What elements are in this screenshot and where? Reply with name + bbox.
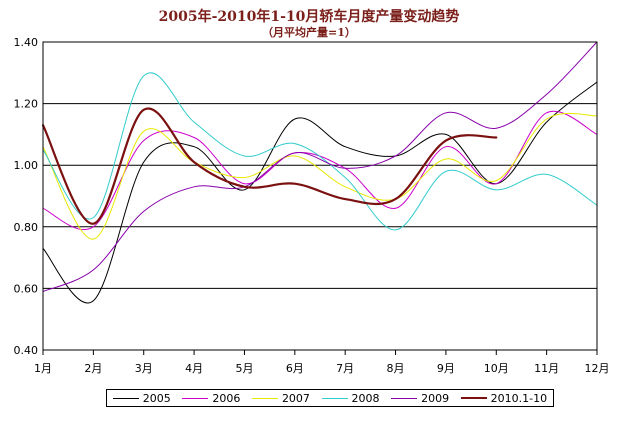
x-tick-label: 1月 xyxy=(34,362,52,375)
y-tick-label: 1.20 xyxy=(14,98,39,111)
x-tick-label: 2月 xyxy=(84,362,102,375)
x-tick-label: 11月 xyxy=(534,362,559,375)
legend-swatch xyxy=(251,397,278,399)
chart-title: 2005年-2010年1-10月轿车月度产量变动趋势 xyxy=(158,9,460,25)
series-line-2010.1-10 xyxy=(41,107,498,225)
tick-labels: 0.40 0.60 0.80 1.00 1.20 1.40 1月 2月 3月 4月 5月 6月 7月 8月… xyxy=(14,36,610,375)
x-tick-label: 4月 xyxy=(185,362,203,375)
plot-area-border xyxy=(42,41,598,351)
series-line-2009 xyxy=(42,41,598,292)
gridlines xyxy=(43,41,597,351)
legend-label: 2007 xyxy=(281,391,310,405)
series-lines xyxy=(41,41,598,304)
x-tick-label: 5月 xyxy=(235,362,253,375)
legend-label: 2006 xyxy=(212,391,241,405)
y-tick-label: 0.60 xyxy=(14,282,39,295)
legend-item: 2007 xyxy=(251,391,310,405)
legend-item: 2008 xyxy=(321,391,380,405)
x-tick-label: 8月 xyxy=(387,362,405,375)
legend-item: 2010.1-10 xyxy=(460,391,548,405)
series-line-2006 xyxy=(42,110,598,230)
chart-subtitle: （月平均产量=1） xyxy=(262,26,356,39)
legend-swatch xyxy=(112,397,139,399)
legend: 2005 2006 2007 2008 2009 2010.1-10 xyxy=(106,389,554,407)
legend-label: 2005 xyxy=(142,391,171,405)
legend-label: 2010.1-10 xyxy=(490,391,548,405)
series-line-2007 xyxy=(42,112,598,240)
legend-swatch xyxy=(321,397,348,399)
x-tick-label: 7月 xyxy=(336,362,354,375)
x-tick-label: 9月 xyxy=(437,362,455,375)
legend-swatch xyxy=(182,397,209,399)
series-line-2005 xyxy=(42,81,598,304)
legend-item: 2005 xyxy=(112,391,171,405)
y-tick-label: 1.40 xyxy=(14,36,39,49)
series-line-2008 xyxy=(42,72,598,231)
y-tick-label: 1.00 xyxy=(14,159,39,172)
legend-label: 2008 xyxy=(351,391,380,405)
legend-item: 2006 xyxy=(182,392,240,405)
y-tick-label: 0.80 xyxy=(14,221,39,234)
legend-swatch xyxy=(391,397,418,399)
axes xyxy=(42,41,598,355)
legend-label: 2009 xyxy=(421,391,450,405)
x-tick-label: 6月 xyxy=(286,362,304,375)
legend-item: 2009 xyxy=(391,392,449,405)
y-tick-label: 0.40 xyxy=(14,344,39,357)
x-tick-label: 10月 xyxy=(484,362,509,375)
x-tick-label: 3月 xyxy=(135,362,153,375)
x-tick-label: 12月 xyxy=(585,362,610,375)
legend-swatch xyxy=(460,397,487,399)
